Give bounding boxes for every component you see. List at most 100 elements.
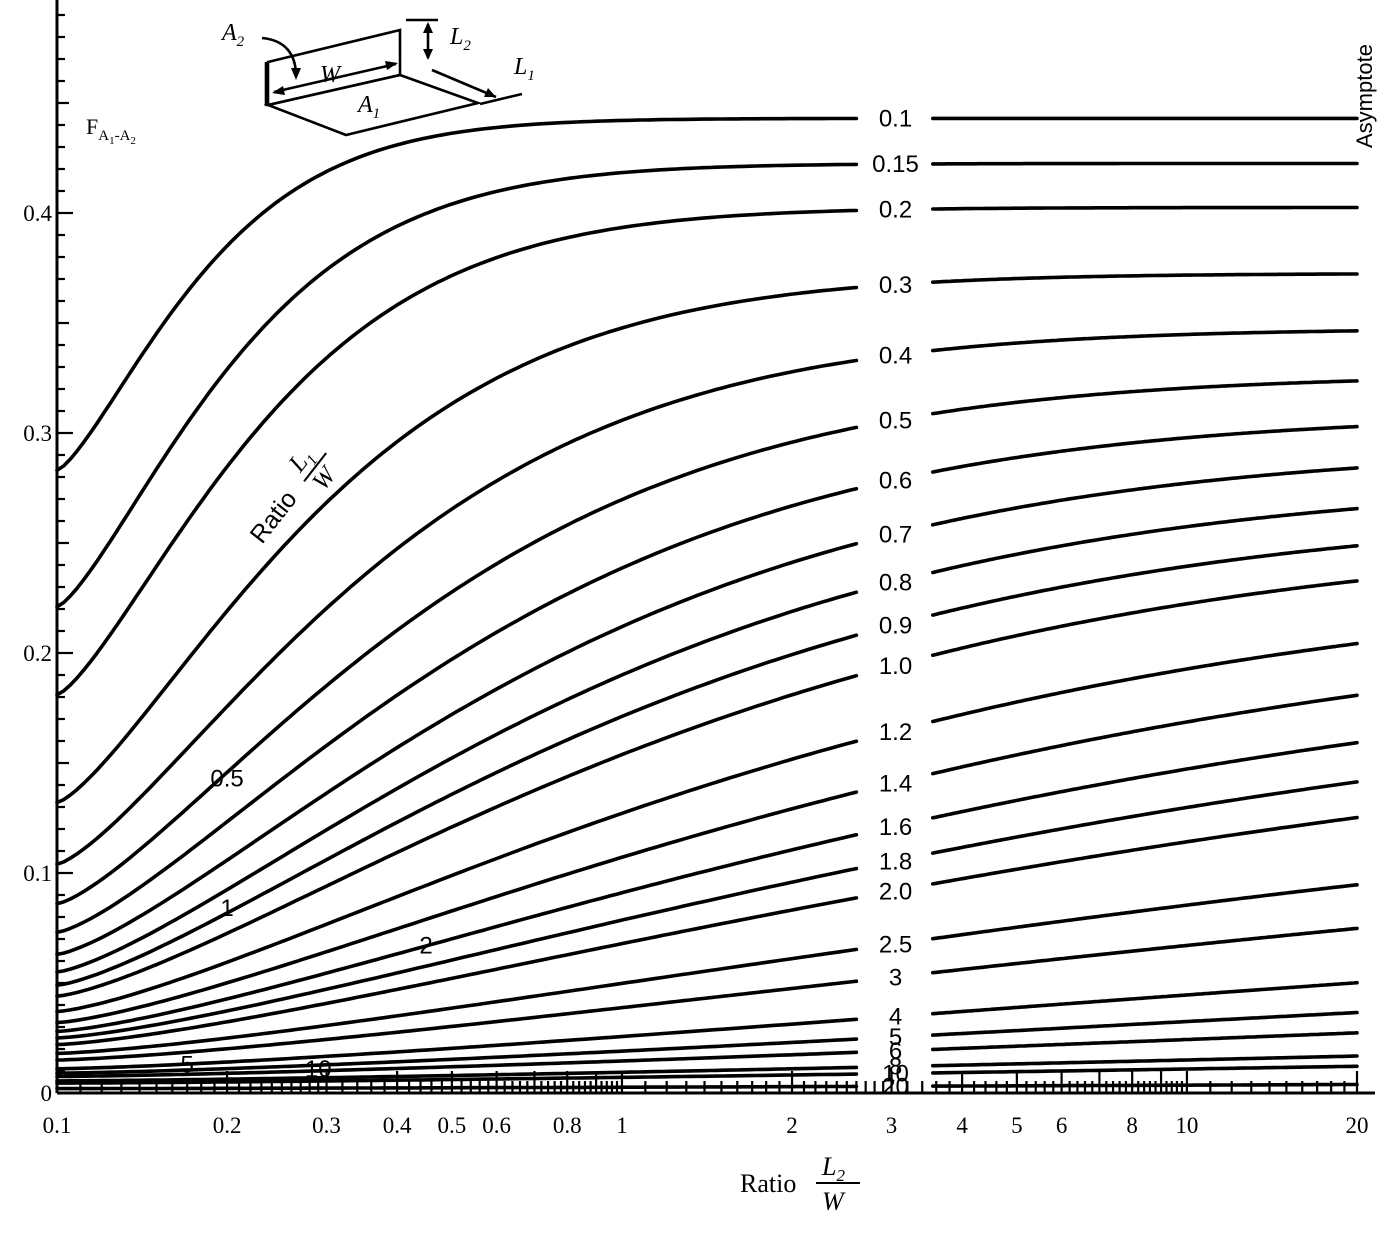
series-curves <box>55 116 1359 1091</box>
x-tick-label: 3 <box>886 1113 898 1138</box>
inset-w-label: W <box>320 62 342 88</box>
w-arrow-head-left <box>272 86 285 95</box>
y-tick-label: 0.1 <box>23 861 52 886</box>
inset-a1-text: A <box>356 92 373 118</box>
inline-curve-label: 10 <box>305 1056 332 1083</box>
x-tick-label: 4 <box>956 1113 968 1138</box>
series-line-0-8 <box>55 590 859 974</box>
series-line-4 <box>931 980 1359 1016</box>
series-line-0-5 <box>55 425 859 906</box>
curve-label: 5 <box>889 1024 902 1051</box>
series-line-1-2 <box>931 641 1359 724</box>
inline-curve-label: 5 <box>181 1051 194 1078</box>
l2-arrow-head-down <box>423 49 433 60</box>
series-line-0-6 <box>931 424 1359 474</box>
x-label-num-sub: 2 <box>836 1166 845 1185</box>
series-line-8 <box>931 1054 1359 1068</box>
series-line-20 <box>55 1084 859 1091</box>
series-line-2-5 <box>55 947 859 1056</box>
x-label-text: Ratio <box>740 1169 796 1198</box>
inline-curve-label: 1 <box>220 895 233 922</box>
curve-label: 8 <box>889 1054 902 1081</box>
series-line-0-6 <box>55 486 859 935</box>
curve-label: 0.5 <box>879 408 912 435</box>
series-line-10 <box>55 1072 859 1085</box>
series-line-0-4 <box>55 358 859 866</box>
inset-l2-text: L <box>449 24 463 50</box>
x-tick-labels: 0.1 0.2 0.3 0.4 0.5 0.6 0.8 1 2 3 4 5 6 8 10 20 <box>43 1113 1369 1138</box>
y-label-sub-a: A <box>98 128 109 144</box>
y-label-base: F <box>86 114 98 139</box>
x-label-den: W <box>822 1187 846 1216</box>
curve-label: 0.8 <box>879 570 912 597</box>
curve-label: 3 <box>889 964 902 991</box>
curve-label: 10 <box>882 1061 909 1088</box>
series-line-0-8 <box>931 506 1359 575</box>
horizontal-plate-a1 <box>263 73 483 137</box>
x-tick-label: 0.6 <box>482 1113 511 1138</box>
curve-label: 1.4 <box>879 770 912 797</box>
inset-l2-label: L2 <box>449 24 471 54</box>
w-arrow-head-right <box>385 61 398 70</box>
inset-a1-sub: 1 <box>373 106 381 122</box>
inline-curve-label: 0.5 <box>210 765 243 792</box>
x-tick-label: 2 <box>786 1113 798 1138</box>
curve-label: 2.0 <box>879 878 912 905</box>
series-line-0-3 <box>55 285 859 805</box>
y-tick-label: 0.2 <box>23 641 52 666</box>
x-tick-label: 0.2 <box>213 1113 242 1138</box>
x-label-num: L2 <box>821 1152 845 1185</box>
x-tick-label: 8 <box>1126 1113 1138 1138</box>
curve-label: 0.1 <box>879 105 912 132</box>
series-line-1-4 <box>55 790 859 1025</box>
series-line-0-1 <box>55 116 859 473</box>
series-line-6 <box>55 1050 859 1079</box>
inset-a2-label: A2 <box>220 20 245 50</box>
inline-curve-label: 2 <box>419 933 432 960</box>
y-label-sub-dash: -A <box>115 128 131 144</box>
series-line-20 <box>931 1082 1359 1088</box>
curve-labels: 0.1 0.15 0.2 0.3 0.4 0.5 0.6 0.7 0.8 0.9 1.0 1.2 1.4… <box>181 105 919 1100</box>
curve-param-text: Ratio <box>245 485 303 548</box>
l2-arrow-head-up <box>423 22 433 33</box>
geometry-inset: A2 W A1 L2 L1 <box>220 18 535 137</box>
curve-label: 0.15 <box>872 151 919 178</box>
x-tick-label: 6 <box>1056 1113 1068 1138</box>
curve-label: 6 <box>889 1038 902 1065</box>
series-line-1-6 <box>931 740 1359 820</box>
series-line-5 <box>55 1037 859 1075</box>
curve-param-bar <box>303 452 328 483</box>
series-line-0-3 <box>931 272 1359 284</box>
series-line-0-7 <box>931 466 1359 527</box>
curve-label: 0.2 <box>879 197 912 224</box>
series-line-2-5 <box>931 883 1359 941</box>
curve-label: 1.2 <box>879 719 912 746</box>
y-tick-labels: 0 0.1 0.2 0.3 0.4 <box>23 201 52 1106</box>
y-tick-label: 0 <box>41 1081 53 1106</box>
l1-arrow <box>431 68 497 99</box>
l1-end-tick <box>479 92 523 106</box>
x-label-num-l: L <box>821 1152 836 1181</box>
curve-label: 0.3 <box>879 272 912 299</box>
x-tick-label: 5 <box>1011 1113 1023 1138</box>
l1-arrow-head <box>484 88 496 97</box>
series-line-1-6 <box>55 833 859 1034</box>
x-tick-label: 0.8 <box>553 1113 582 1138</box>
inset-l1-label: L1 <box>513 54 535 84</box>
y-label-sub-2: 2 <box>130 135 136 147</box>
series-line-3 <box>55 979 859 1062</box>
series-line-0-2 <box>55 208 859 697</box>
series-line-1-8 <box>55 866 859 1040</box>
inset-l1-sub: 1 <box>527 68 535 84</box>
curve-label: 1.0 <box>879 653 912 680</box>
series-line-0-7 <box>55 541 859 957</box>
x-tick-label: 0.4 <box>383 1113 412 1138</box>
x-tick-label: 20 <box>1346 1113 1369 1138</box>
series-line-0-15 <box>55 162 859 609</box>
series-line-2-0 <box>931 815 1359 886</box>
series-line-1-0 <box>55 673 859 998</box>
series-line-0-9 <box>931 544 1359 617</box>
y-tick-label: 0.4 <box>23 201 52 226</box>
y-label-sub-1: 1 <box>109 135 115 147</box>
